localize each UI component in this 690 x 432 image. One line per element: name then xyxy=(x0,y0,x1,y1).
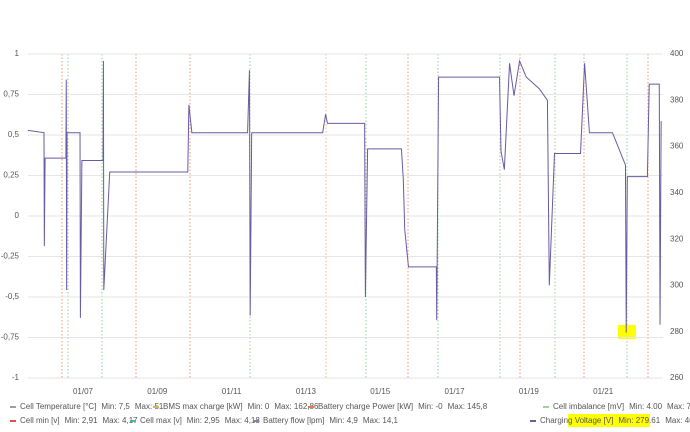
y2-tick-label: 260 xyxy=(670,373,684,382)
highlight xyxy=(568,414,650,427)
y-tick-label: 0,25 xyxy=(3,171,19,180)
legend-max: Max: 72.00 xyxy=(667,402,690,411)
x-tick-label: 01/13 xyxy=(296,387,317,396)
legend-label: Charging Voltage [V] xyxy=(540,416,613,425)
legend-label: Cell min [v] xyxy=(20,416,60,425)
x-tick-label: 01/17 xyxy=(445,387,466,396)
highlight xyxy=(618,325,636,339)
y2-tick-label: 380 xyxy=(670,95,684,104)
legend-min: Min: 279.61 xyxy=(618,416,660,425)
legend-min: Min: 7,5 xyxy=(101,402,130,411)
y-tick-label: -0,5 xyxy=(5,292,19,301)
legend-max: Max: 51 xyxy=(135,402,164,411)
y-tick-label: -0,25 xyxy=(1,252,20,261)
x-tick-label: 01/15 xyxy=(370,387,391,396)
legend-max: Max: 400.49 xyxy=(665,416,690,425)
y2-tick-label: 340 xyxy=(670,188,684,197)
legend-label: Cell imbalance [mV] xyxy=(553,402,624,411)
legend-max: Max: 4,17 xyxy=(102,416,138,425)
y-tick-label: -0,75 xyxy=(1,333,20,342)
legend-min: Min: 4,9 xyxy=(329,416,358,425)
legend-label: Cell Temperature [°C] xyxy=(20,402,96,411)
y-tick-label: 0,75 xyxy=(3,90,19,99)
y2-tick-label: 320 xyxy=(670,234,684,243)
legend-max: Max: 145,8 xyxy=(448,402,488,411)
x-tick-label: 01/07 xyxy=(73,387,94,396)
legend-max: Max: 4,18 xyxy=(225,416,261,425)
x-tick-label: 01/09 xyxy=(147,387,168,396)
legend-min: Min: 0 xyxy=(248,402,270,411)
y2-tick-label: 280 xyxy=(670,327,684,336)
legend-min: Min: 2,91 xyxy=(65,416,98,425)
legend-min: Min: 2,95 xyxy=(187,416,220,425)
x-tick-label: 01/11 xyxy=(222,387,242,396)
legend-label: Battery flow [lpm] xyxy=(263,416,324,425)
y2-tick-label: 360 xyxy=(670,142,684,151)
x-tick-label: 01/19 xyxy=(519,387,540,396)
series-line xyxy=(27,59,662,333)
legend-label: BMS max charge [kW] xyxy=(163,402,243,411)
legend-min: Min: 4.00 xyxy=(629,402,662,411)
legend-label: Cell max [v] xyxy=(140,416,182,425)
x-tick-label: 01/21 xyxy=(593,387,614,396)
y-tick-label: 1 xyxy=(15,49,20,58)
y-tick-label: 0,5 xyxy=(8,130,20,139)
legend-min: Min: -0 xyxy=(418,402,443,411)
legend-label: Battery charge Power [kW] xyxy=(318,402,413,411)
y-tick-label: 0 xyxy=(15,211,20,220)
y-tick-label: -1 xyxy=(12,373,20,382)
legend-max: Max: 162,86 xyxy=(274,402,319,411)
legend-max: Max: 14,1 xyxy=(363,416,399,425)
y2-tick-label: 400 xyxy=(670,49,684,58)
y2-tick-label: 300 xyxy=(670,281,684,290)
